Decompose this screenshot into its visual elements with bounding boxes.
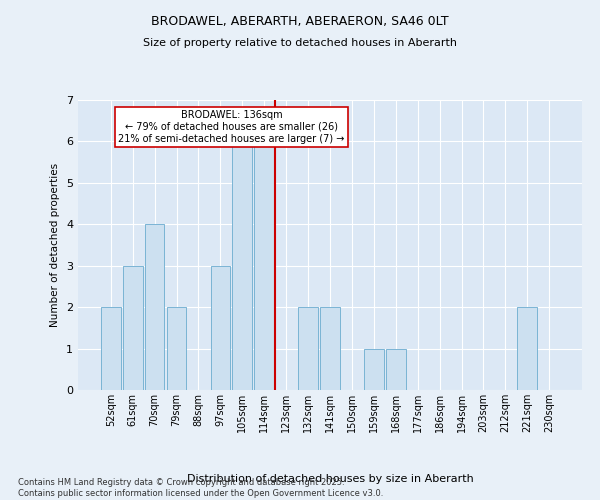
Bar [123, 266, 143, 390]
Bar [167, 307, 187, 390]
Text: Size of property relative to detached houses in Aberarth: Size of property relative to detached ho… [143, 38, 457, 48]
Bar [101, 307, 121, 390]
Bar [517, 307, 537, 390]
Bar [232, 142, 252, 390]
Text: BRODAWEL: 136sqm
← 79% of detached houses are smaller (26)
21% of semi-detached : BRODAWEL: 136sqm ← 79% of detached house… [118, 110, 344, 144]
Bar [211, 266, 230, 390]
Bar [254, 142, 274, 390]
X-axis label: Distribution of detached houses by size in Aberarth: Distribution of detached houses by size … [187, 474, 473, 484]
Y-axis label: Number of detached properties: Number of detached properties [50, 163, 61, 327]
Text: Contains HM Land Registry data © Crown copyright and database right 2025.
Contai: Contains HM Land Registry data © Crown c… [18, 478, 383, 498]
Bar [364, 348, 384, 390]
Bar [386, 348, 406, 390]
Bar [298, 307, 318, 390]
Bar [320, 307, 340, 390]
Bar [145, 224, 164, 390]
Text: BRODAWEL, ABERARTH, ABERAERON, SA46 0LT: BRODAWEL, ABERARTH, ABERAERON, SA46 0LT [151, 15, 449, 28]
